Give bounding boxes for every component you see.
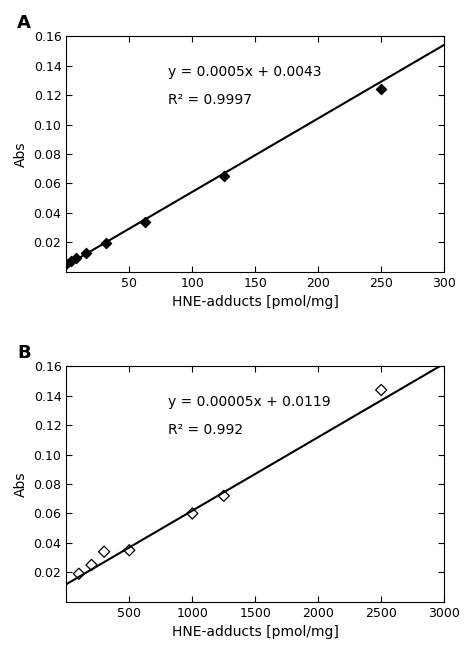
- X-axis label: HNE-adducts [pmol/mg]: HNE-adducts [pmol/mg]: [172, 625, 339, 639]
- Point: [63, 259, 70, 270]
- Text: y = 0.00005x + 0.0119: y = 0.00005x + 0.0119: [168, 394, 331, 409]
- Point: [75, 569, 82, 579]
- Point: [82, 247, 90, 258]
- Y-axis label: Abs: Abs: [14, 141, 28, 167]
- Text: B: B: [17, 343, 31, 362]
- Point: [126, 545, 133, 556]
- Text: A: A: [17, 14, 31, 32]
- Point: [377, 84, 385, 95]
- Point: [220, 171, 228, 182]
- Text: y = 0.0005x + 0.0043: y = 0.0005x + 0.0043: [168, 65, 322, 79]
- Point: [220, 490, 228, 501]
- Point: [67, 256, 75, 266]
- Point: [141, 217, 149, 227]
- Point: [377, 385, 385, 395]
- Point: [88, 560, 95, 570]
- X-axis label: HNE-adducts [pmol/mg]: HNE-adducts [pmol/mg]: [172, 295, 339, 309]
- Y-axis label: Abs: Abs: [14, 471, 28, 497]
- Text: R² = 0.9997: R² = 0.9997: [168, 93, 252, 107]
- Point: [189, 508, 196, 518]
- Point: [100, 547, 108, 557]
- Text: R² = 0.992: R² = 0.992: [168, 423, 244, 437]
- Point: [102, 238, 109, 248]
- Point: [73, 253, 80, 264]
